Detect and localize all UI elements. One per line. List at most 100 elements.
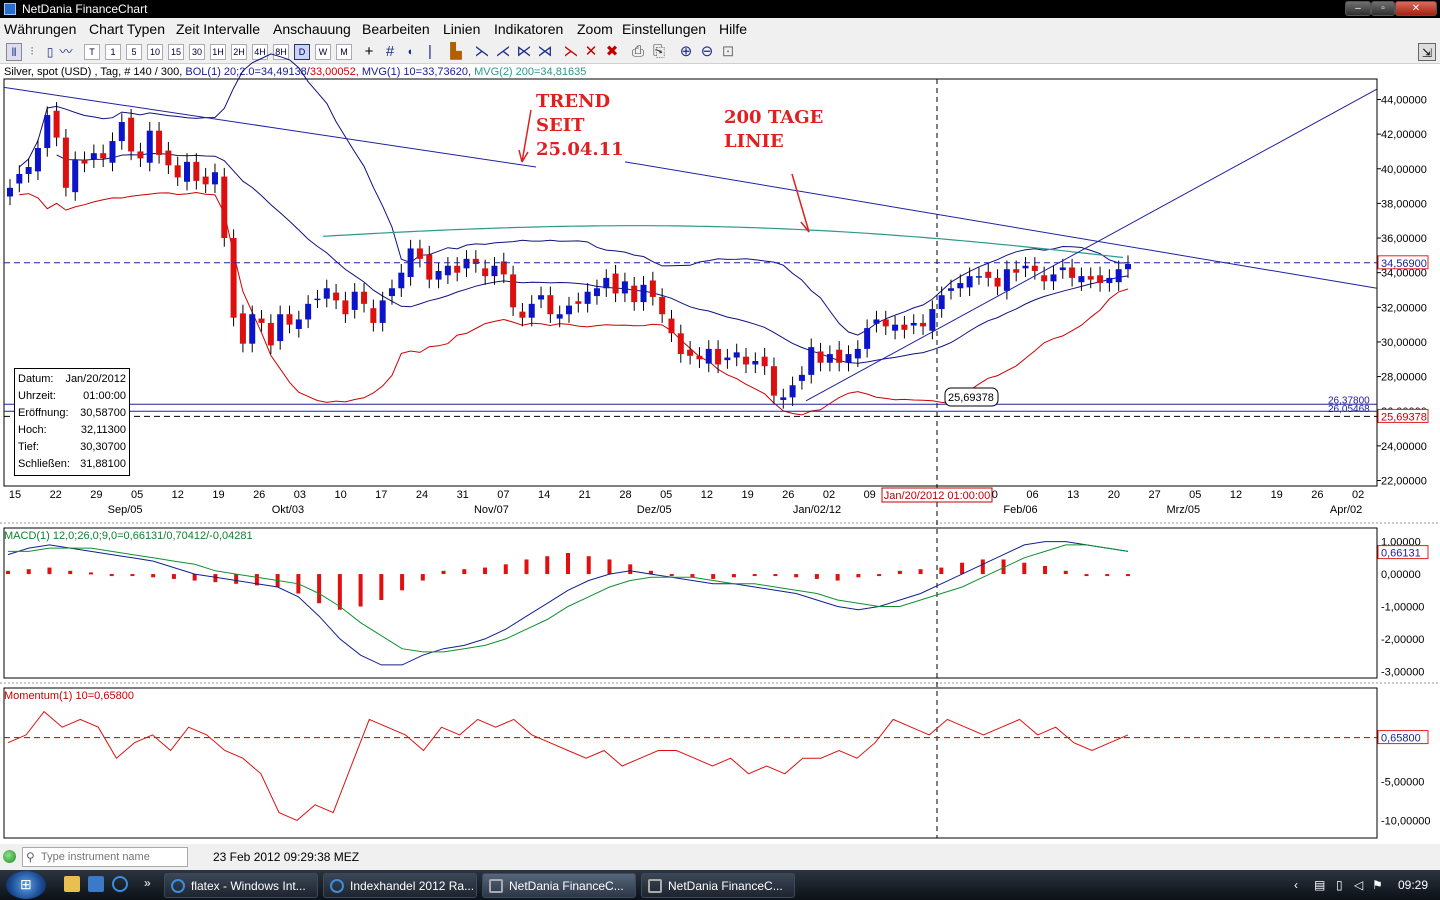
time-axis-day-label: 31 xyxy=(457,489,469,501)
macd-histogram-bar xyxy=(441,570,446,575)
interval-10-button[interactable]: 10 xyxy=(147,44,163,60)
pin-icon[interactable]: ⇲ xyxy=(1418,43,1436,61)
taskbar-item[interactable]: NetDania FinanceC... xyxy=(641,873,795,898)
indicator-chart-icon[interactable]: ▙ xyxy=(450,43,462,60)
taskbar-item[interactable]: flatex - Windows Int... xyxy=(164,873,318,898)
clock: 09:29 xyxy=(1398,878,1429,892)
candle-body xyxy=(733,352,740,358)
menu-zeit-intervalle[interactable]: Zeit Intervalle xyxy=(176,21,261,37)
uptrend-line xyxy=(805,88,1378,402)
candle-body xyxy=(454,265,461,273)
menu-anschauung[interactable]: Anschauung xyxy=(273,21,351,37)
text-tool-icon[interactable]: | xyxy=(428,43,432,60)
erase-tool-icon[interactable]: ⋋ xyxy=(563,43,579,60)
flag-icon[interactable]: ⚑ xyxy=(1372,878,1383,892)
momentum-axis-label: -10,00000 xyxy=(1381,815,1431,827)
menu-linien[interactable]: Linien xyxy=(443,21,481,37)
candle-body xyxy=(994,277,1001,287)
menu-zoom[interactable]: Zoom xyxy=(577,21,613,37)
close-button[interactable]: ✕ xyxy=(1395,1,1437,16)
candle-chart-icon[interactable]: ▯ xyxy=(46,45,54,59)
zoom-reset-icon[interactable]: ⊡ xyxy=(721,43,735,60)
menu-waehrungen[interactable]: Währungen xyxy=(4,21,77,37)
zoom-in-icon[interactable]: ⊕ xyxy=(679,43,693,60)
menu-indikatoren[interactable]: Indikatoren xyxy=(494,21,564,37)
pointer-icon[interactable]: ◐ xyxy=(407,46,415,58)
macd-label: MACD(1) 12,0;26,0;9,0=0,66131/0,70412/-0… xyxy=(4,530,253,542)
interval-30-button[interactable]: 30 xyxy=(189,44,205,60)
macd-histogram-bar xyxy=(939,567,944,575)
trendline-tool-icon[interactable]: ⋋ xyxy=(474,43,490,60)
internet-explorer-icon[interactable] xyxy=(112,876,128,892)
crosshair-icon[interactable]: + xyxy=(364,43,374,60)
macd-histogram-bar xyxy=(6,570,10,575)
support-price-label: 26,37800 xyxy=(1328,395,1370,406)
channel-tool-icon[interactable]: ⋌ xyxy=(495,43,511,60)
status-bar: ⚲ 23 Feb 2012 09:29:38 MEZ xyxy=(0,844,1440,870)
interval-d-button[interactable]: D xyxy=(294,44,310,60)
time-axis-day-label: 12 xyxy=(172,489,184,501)
interval-m-button[interactable]: M xyxy=(336,44,352,60)
candle-body xyxy=(1022,265,1029,269)
instrument-search-input[interactable] xyxy=(41,850,185,864)
interval-15-button[interactable]: 15 xyxy=(168,44,184,60)
minimize-button[interactable]: ‒ xyxy=(1345,1,1371,16)
interval-5-button[interactable]: 5 xyxy=(126,44,142,60)
interval-w-button[interactable]: W xyxy=(315,44,331,60)
candle-body xyxy=(938,295,945,310)
candle-body xyxy=(668,318,675,334)
candle-body xyxy=(836,349,843,363)
candlestick-chart-icon[interactable]: ⫴ xyxy=(6,43,22,61)
start-button[interactable]: ⊞ xyxy=(6,871,46,899)
toolbar: ⫴ ⫶ ▯ 〰 T 1 5 10 15 30 1H 2H 4H 8H D W M… xyxy=(0,40,1440,64)
menu-chart-typen[interactable]: Chart Typen xyxy=(89,21,166,37)
fan-tool-icon[interactable]: ⋉ xyxy=(516,43,532,60)
candle-body xyxy=(1069,267,1076,278)
volume-icon[interactable]: ◁ xyxy=(1354,878,1364,892)
candle-body xyxy=(957,283,964,289)
explorer-icon[interactable] xyxy=(64,876,80,892)
interval-1-button[interactable]: 1 xyxy=(105,44,121,60)
macd-histogram-bar xyxy=(773,574,778,577)
mvg2-label: MVG(2) 200=34,81635 xyxy=(474,66,587,78)
desktop-icon[interactable] xyxy=(88,876,104,892)
candle-body xyxy=(239,313,246,344)
support-price-label: 26,05468 xyxy=(1328,404,1370,415)
data-key: Uhrzeit: xyxy=(18,390,56,402)
data-key: Eröffnung: xyxy=(18,407,69,419)
network-icon[interactable]: ▤ xyxy=(1314,878,1326,892)
interval-t-button[interactable]: T xyxy=(84,44,100,60)
menu-einstellungen[interactable]: Einstellungen xyxy=(622,21,707,37)
tray-expand-icon[interactable]: ‹ xyxy=(1294,878,1298,892)
chart-area[interactable]: 25,69378 44,00000 42,00000 40,00000 38,0000… xyxy=(0,0,1440,844)
grid-icon[interactable]: # xyxy=(385,43,395,60)
delete-icon[interactable]: ✕ xyxy=(584,43,598,60)
candle-body xyxy=(16,173,23,184)
interval-2h-button[interactable]: 2H xyxy=(231,44,247,60)
macd-histogram-bar xyxy=(960,562,965,575)
print-icon[interactable]: ⎙ xyxy=(631,43,644,60)
bar-chart-icon[interactable]: ⫶ xyxy=(30,46,34,58)
taskbar-item[interactable]: NetDania FinanceC... xyxy=(482,873,636,898)
macd-histogram-bar xyxy=(752,574,757,577)
battery-icon[interactable]: ▯ xyxy=(1336,878,1343,892)
instrument-search[interactable]: ⚲ xyxy=(22,847,188,867)
candle-body xyxy=(864,328,871,349)
interval-4h-button[interactable]: 4H xyxy=(252,44,268,60)
menu-bearbeiten[interactable]: Bearbeiten xyxy=(362,21,430,37)
macd-histogram-bar xyxy=(130,574,135,577)
candle-body xyxy=(966,276,973,288)
maximize-button[interactable]: ▫ xyxy=(1371,1,1395,16)
title-bar: NetDania FinanceChart ‒ ▫ ✕ xyxy=(0,0,1440,18)
zoom-out-icon[interactable]: ⊖ xyxy=(700,43,714,60)
interval-1h-button[interactable]: 1H xyxy=(210,44,226,60)
fibonacci-tool-icon[interactable]: ⋊ xyxy=(537,43,553,60)
line-chart-icon[interactable]: 〰 xyxy=(59,44,73,59)
print-preview-icon[interactable]: ⎘ xyxy=(652,43,665,60)
macd-histogram-bar xyxy=(503,564,508,575)
taskbar-item[interactable]: Indexhandel 2012 Ra... xyxy=(323,873,477,898)
menu-hilfe[interactable]: Hilfe xyxy=(719,21,748,37)
delete-all-icon[interactable]: ✖ xyxy=(605,43,619,60)
candle-body xyxy=(472,258,479,265)
quicklaunch-expand-icon[interactable]: » xyxy=(144,876,151,890)
